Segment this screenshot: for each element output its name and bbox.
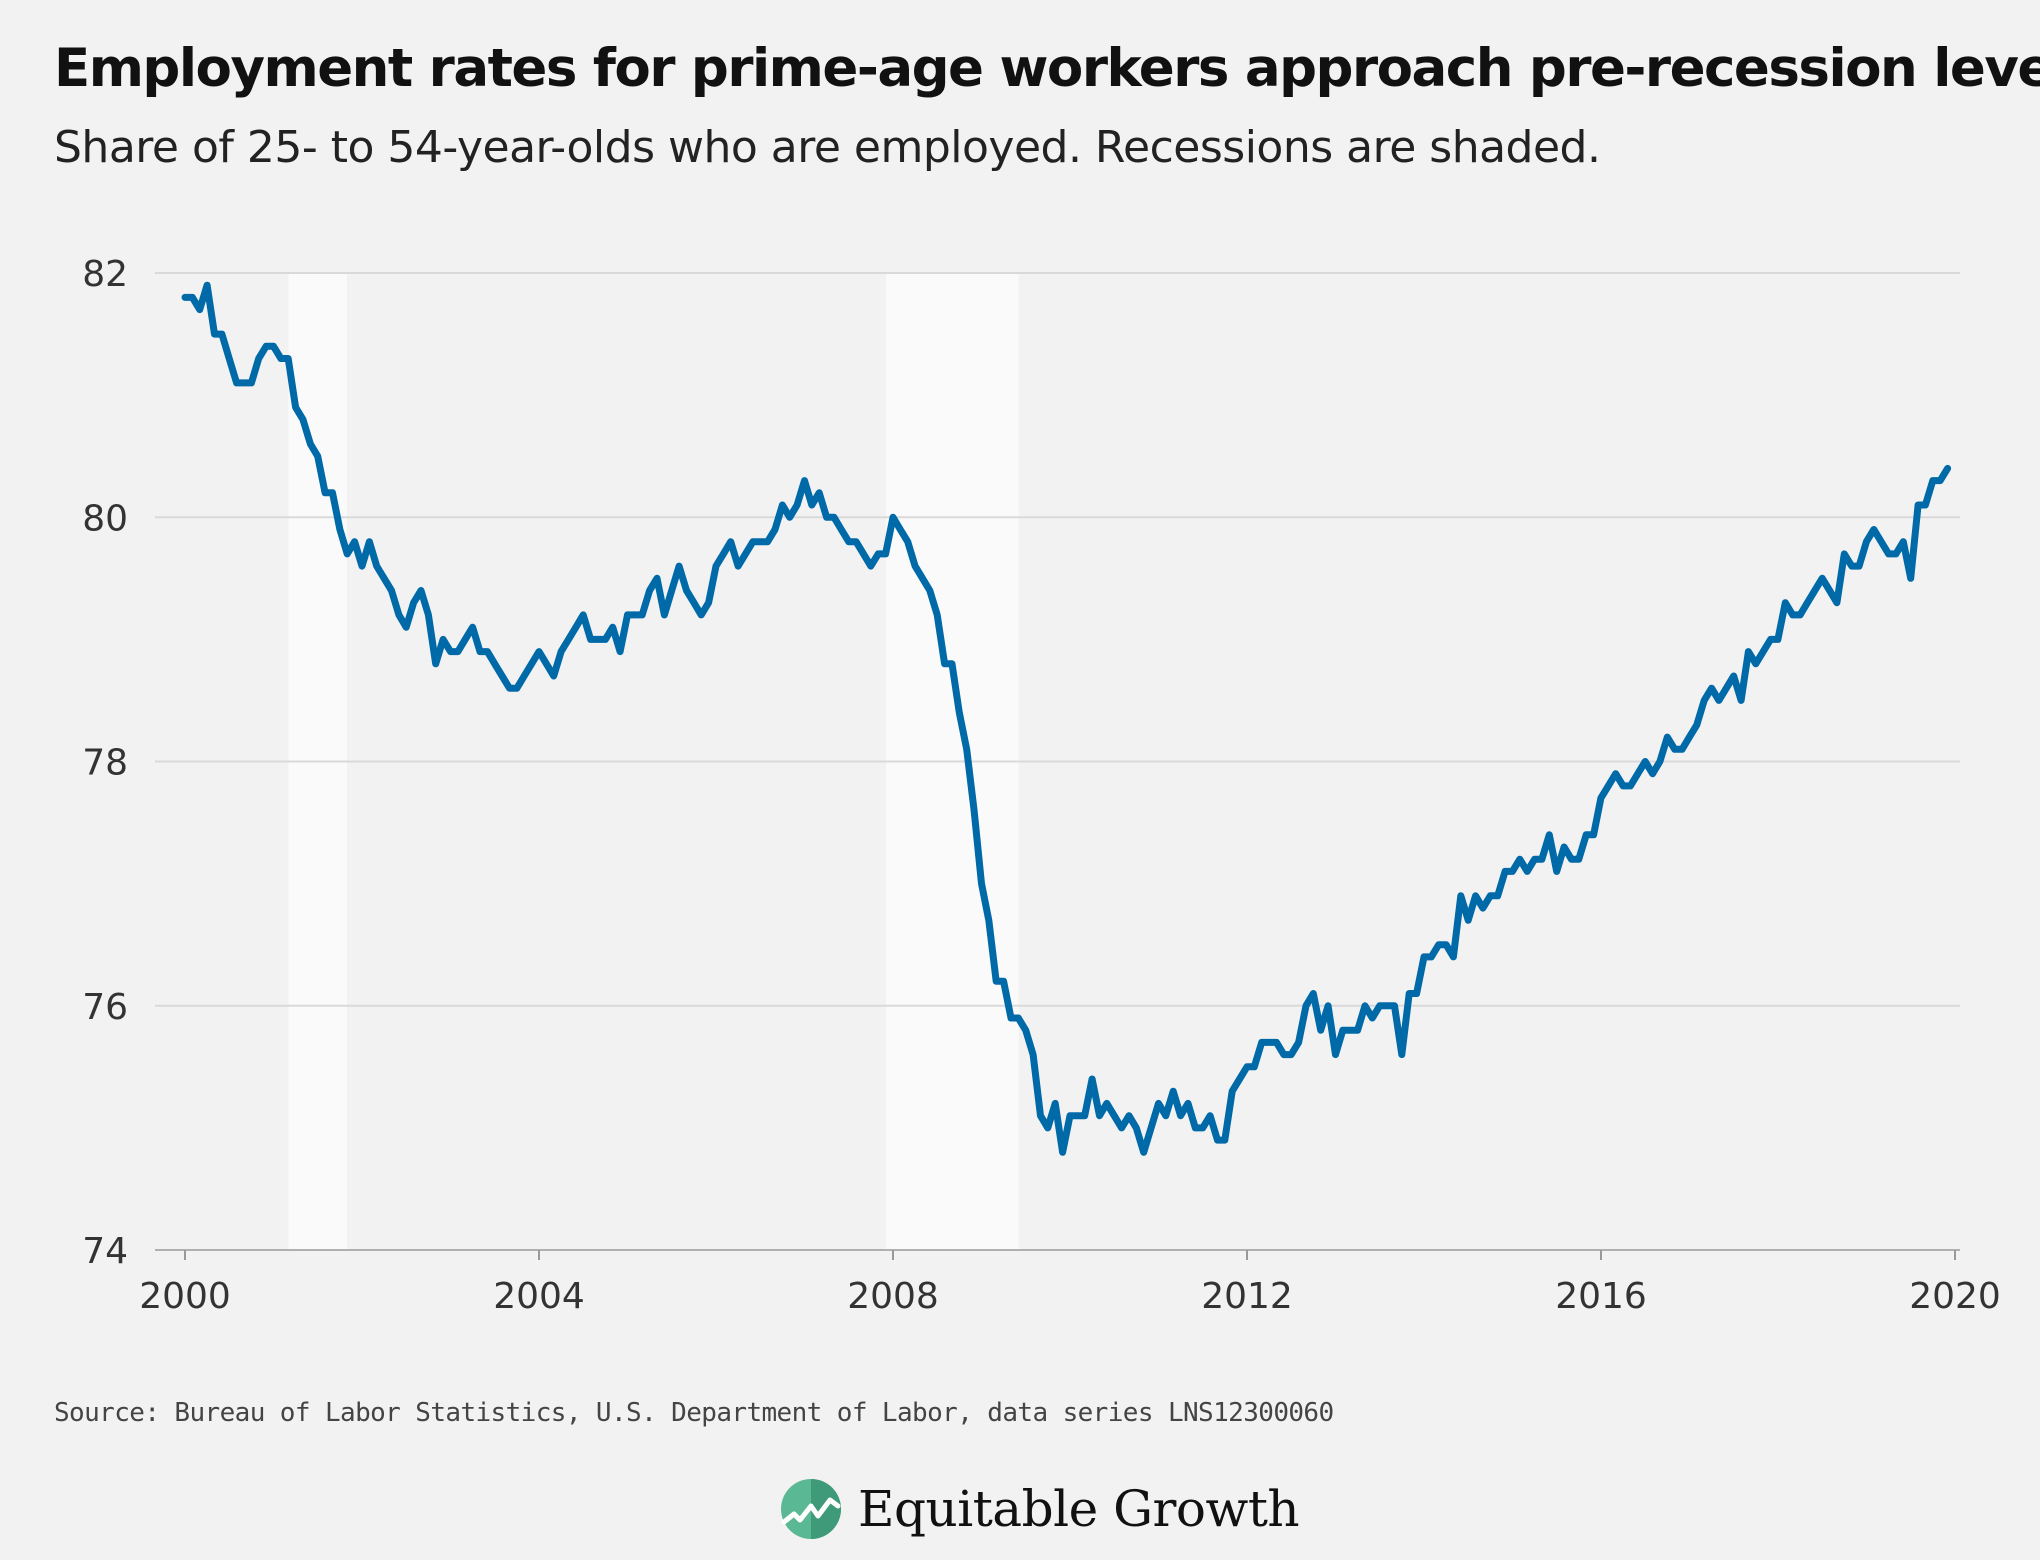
- chart-title: Employment rates for prime-age workers a…: [54, 38, 2040, 99]
- series-line-0: [181, 281, 1952, 1156]
- y-tick-label-78: 78: [82, 743, 128, 784]
- y-tick-label-74: 74: [82, 1231, 128, 1272]
- x-tick-label-2000: 2000: [139, 1276, 231, 1317]
- x-tick-label-2020: 2020: [1909, 1276, 2001, 1317]
- growth-logo-icon: [781, 1479, 841, 1539]
- y-tick-label-76: 76: [82, 987, 128, 1028]
- line-chart: 74 76 78 80 82 2000 2004 2008 2012 2016 2020: [82, 254, 2001, 1317]
- x-tick-label-2012: 2012: [1201, 1276, 1293, 1317]
- x-tick-label-2016: 2016: [1555, 1276, 1647, 1317]
- brand-logo: Equitable Growth: [780, 1478, 1300, 1540]
- y-axis-ticks: 74 76 78 80 82: [82, 254, 128, 1272]
- brand-name: Equitable Growth: [858, 1480, 1300, 1538]
- y-tick-label-80: 80: [82, 498, 128, 539]
- series-lines: [181, 281, 1952, 1156]
- x-tick-label-2004: 2004: [493, 1276, 585, 1317]
- x-tick-label-2008: 2008: [847, 1276, 939, 1317]
- chart-subtitle: Share of 25- to 54-year-olds who are emp…: [54, 122, 1601, 173]
- source-note: Source: Bureau of Labor Statistics, U.S.…: [54, 1398, 1334, 1428]
- x-axis-ticks: 2000 2004 2008 2012 2016 2020: [139, 1250, 2001, 1317]
- y-tick-label-82: 82: [82, 254, 128, 295]
